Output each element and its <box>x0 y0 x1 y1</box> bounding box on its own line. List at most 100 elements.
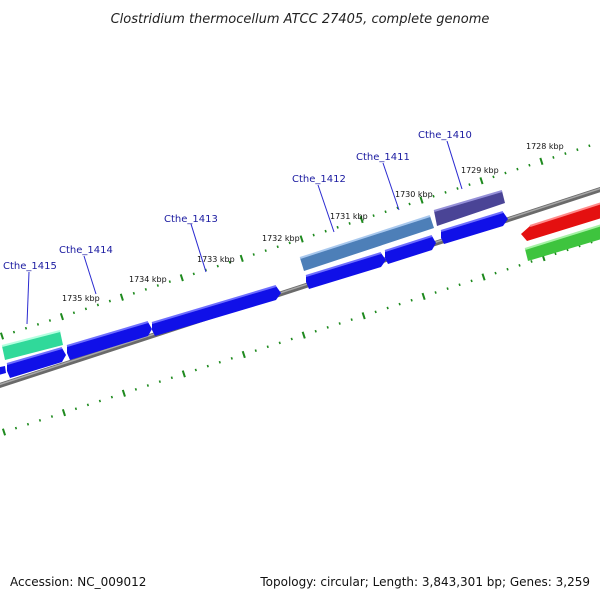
minor-tick <box>266 345 269 349</box>
minor-tick <box>14 426 18 430</box>
minor-tick <box>386 306 389 310</box>
kbp-label: 1728 kbp <box>526 142 564 151</box>
minor-tick <box>12 330 16 334</box>
gene-label[interactable]: Cthe_1411 <box>356 152 410 163</box>
major-tick <box>59 312 64 321</box>
minor-tick <box>552 156 555 159</box>
cds-feature[interactable] <box>152 286 281 336</box>
gene-track <box>1 190 505 360</box>
minor-tick <box>216 264 219 268</box>
minor-tick <box>50 415 54 418</box>
minor-tick <box>98 399 102 403</box>
minor-tick <box>324 229 327 233</box>
gene-label[interactable]: Cthe_1413 <box>164 214 218 225</box>
gene-label[interactable]: Cthe_1410 <box>418 130 472 141</box>
gene-label[interactable]: Cthe_1414 <box>59 245 113 256</box>
red-feature[interactable] <box>521 202 600 241</box>
minor-tick <box>84 307 88 311</box>
tick-track-upper <box>0 144 591 340</box>
kbp-label: 1730 kbp <box>395 190 433 199</box>
minor-tick <box>588 144 591 148</box>
major-tick <box>299 235 304 243</box>
minor-tick <box>410 298 413 302</box>
minor-tick <box>252 253 255 256</box>
cds-track <box>0 211 508 378</box>
minor-tick <box>444 190 447 194</box>
minor-tick <box>36 322 40 326</box>
minor-tick <box>194 368 197 372</box>
minor-tick <box>276 245 279 249</box>
minor-tick <box>144 288 147 291</box>
minor-tick <box>218 360 221 364</box>
minor-tick <box>348 222 351 225</box>
minor-tick <box>372 214 375 218</box>
minor-tick <box>336 225 339 229</box>
minor-tick <box>24 326 28 330</box>
major-tick <box>179 274 184 282</box>
major-tick <box>539 157 544 165</box>
minor-tick <box>48 319 52 322</box>
minor-tick <box>38 418 42 422</box>
minor-tick <box>228 260 231 264</box>
cds-feature[interactable] <box>441 212 508 244</box>
minor-tick <box>398 302 401 306</box>
minor-tick <box>132 291 135 295</box>
minor-tick <box>434 291 437 294</box>
gene-feature-cthe-1415[interactable] <box>2 331 63 360</box>
major-tick <box>361 312 366 320</box>
minor-tick <box>170 376 173 380</box>
minor-tick <box>468 183 471 186</box>
cds-feature[interactable] <box>7 348 66 378</box>
kbp-label: 1732 kbp <box>262 234 300 243</box>
major-tick <box>481 273 486 281</box>
right-features <box>521 202 600 261</box>
gene-feature-cthe-1412[interactable] <box>300 216 434 271</box>
minor-tick <box>492 175 495 179</box>
cds-feature[interactable] <box>0 366 6 376</box>
green-feature[interactable] <box>525 224 600 261</box>
major-tick <box>239 254 244 263</box>
minor-tick <box>576 148 579 152</box>
minor-tick <box>374 310 377 314</box>
minor-tick <box>504 171 507 175</box>
major-tick <box>0 332 5 340</box>
cds-feature[interactable] <box>67 322 152 360</box>
genome-summary: Topology: circular; Length: 3,843,301 bp… <box>259 575 590 589</box>
minor-tick <box>312 233 315 237</box>
minor-tick <box>254 349 257 353</box>
gene-labels: Cthe_1410 Cthe_1411 Cthe_1412 Cthe_1413 … <box>3 130 472 272</box>
gene-feature-cthe-1410[interactable] <box>434 191 505 226</box>
minor-tick <box>326 325 329 329</box>
major-tick <box>419 196 424 204</box>
minor-tick <box>146 384 150 387</box>
major-tick <box>301 331 306 339</box>
kbp-label: 1734 kbp <box>129 275 167 284</box>
minor-tick <box>470 279 473 283</box>
minor-tick <box>168 280 171 284</box>
kbp-labels: 1728 kbp 1729 kbp 1730 kbp 1731 kbp 1732… <box>62 142 564 303</box>
minor-tick <box>516 167 519 171</box>
gene-label[interactable]: Cthe_1412 <box>292 174 346 185</box>
map-title: Clostridium thermocellum ATCC 27405, com… <box>111 12 490 27</box>
minor-tick <box>206 364 209 368</box>
minor-tick <box>96 303 100 307</box>
minor-tick <box>86 403 90 407</box>
minor-tick <box>158 380 161 384</box>
minor-tick <box>338 322 341 325</box>
minor-tick <box>108 299 112 303</box>
cds-feature[interactable] <box>306 253 386 289</box>
minor-tick <box>518 263 521 267</box>
minor-tick <box>278 341 281 345</box>
minor-tick <box>314 329 317 333</box>
minor-tick <box>72 311 76 315</box>
major-tick <box>359 215 364 224</box>
gene-label[interactable]: Cthe_1415 <box>3 261 57 272</box>
minor-tick <box>564 152 567 155</box>
tick-track-lower <box>1 240 593 436</box>
kbp-label: 1729 kbp <box>461 166 499 175</box>
cds-feature[interactable] <box>385 236 436 264</box>
minor-tick <box>156 284 159 287</box>
major-tick <box>421 292 426 301</box>
